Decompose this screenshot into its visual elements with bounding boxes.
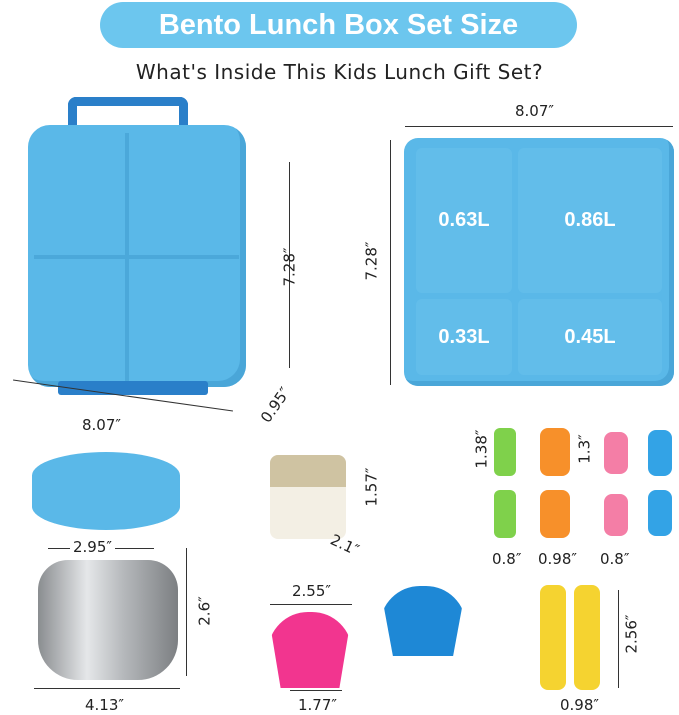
jar-height-label: 2.6″ (195, 596, 214, 626)
fork-dog (540, 428, 570, 476)
dim-line (618, 590, 619, 688)
container-width-label: 2.1″ (327, 530, 362, 560)
pink-liner (268, 612, 352, 688)
fork-width-label: 0.98″ (538, 550, 578, 568)
fork-height-small: 1.3″ (575, 434, 594, 464)
fork-cat (494, 490, 516, 538)
latch (58, 381, 208, 395)
giraffe-fork (540, 585, 566, 690)
box-width-label: 8.07″ (82, 416, 122, 434)
volume-label: 0.33L (438, 325, 490, 348)
box-depth-label: 0.95″ (256, 383, 295, 427)
jar-lid-width-label: 2.95″ (70, 538, 116, 556)
liner-bottom-label: 1.77″ (298, 696, 338, 714)
jar-width-label: 4.13″ (85, 696, 125, 714)
dim-line (290, 690, 342, 691)
fork-monkey (604, 494, 628, 536)
dim-line (270, 604, 352, 605)
fork-bear (648, 490, 672, 536)
fork-width-label: 0.8″ (492, 550, 522, 568)
title-banner: Bento Lunch Box Set Size (100, 2, 577, 48)
fork-height-large: 1.38″ (472, 429, 491, 469)
subtitle: What's Inside This Kids Lunch Gift Set? (135, 60, 544, 84)
blue-liner (380, 586, 466, 656)
dim-line (390, 140, 391, 385)
food-jar (38, 560, 178, 680)
giraffe-height-label: 2.56″ (622, 614, 641, 654)
box-height-label: 7.28″ (280, 247, 299, 287)
fork-bear (648, 430, 672, 476)
tray-width-label: 8.07″ (515, 102, 555, 120)
volume-label: 0.63L (438, 209, 490, 231)
tray-height-label: 7.28″ (362, 241, 381, 281)
volume-label: 0.86L (564, 209, 616, 231)
lunch-box-closed (20, 95, 250, 415)
dim-line (405, 126, 673, 127)
giraffe-width-label: 0.98″ (560, 696, 600, 714)
dim-line (34, 688, 180, 689)
volume-label: 0.45L (564, 325, 616, 348)
compartment: 0.86L (518, 148, 662, 293)
fork-cat (494, 428, 516, 476)
dim-line (289, 162, 290, 368)
sauce-container (270, 455, 346, 539)
compartment: 0.45L (518, 299, 662, 375)
jar-lid (32, 452, 180, 530)
fork-dog (540, 490, 570, 538)
fork-monkey (604, 432, 628, 474)
giraffe-fork (574, 585, 600, 690)
box-groove (34, 255, 239, 259)
dim-line (186, 548, 187, 676)
container-height-label: 1.57″ (362, 467, 381, 507)
fork-width-label: 0.8″ (600, 550, 630, 568)
liner-top-label: 2.55″ (292, 582, 332, 600)
compartment: 0.63L (416, 148, 512, 293)
compartment: 0.33L (416, 299, 512, 375)
